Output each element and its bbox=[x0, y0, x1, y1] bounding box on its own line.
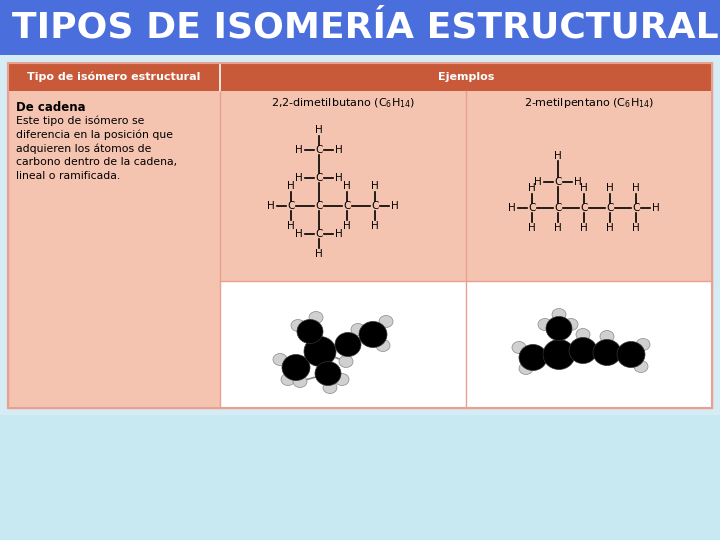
Bar bbox=[220, 281, 466, 408]
Ellipse shape bbox=[512, 341, 526, 354]
Text: Tipo de isómero estructural: Tipo de isómero estructural bbox=[27, 72, 201, 82]
Text: C: C bbox=[287, 201, 294, 211]
Text: 2,2-dimetilbutano ($\mathregular{C_6H_{14}}$): 2,2-dimetilbutano ($\mathregular{C_6H_{1… bbox=[271, 96, 415, 110]
Text: 2-metilpentano ($\mathregular{C_6H_{14}}$): 2-metilpentano ($\mathregular{C_6H_{14}}… bbox=[524, 96, 654, 110]
Text: C: C bbox=[606, 203, 613, 213]
Text: carbono dentro de la cadena,: carbono dentro de la cadena, bbox=[16, 157, 177, 167]
Text: H: H bbox=[343, 221, 351, 231]
Ellipse shape bbox=[335, 333, 361, 356]
Text: C: C bbox=[343, 201, 351, 211]
Ellipse shape bbox=[552, 308, 566, 321]
Ellipse shape bbox=[304, 336, 336, 367]
Text: H: H bbox=[335, 229, 343, 239]
Text: diferencia en la posición que: diferencia en la posición que bbox=[16, 129, 173, 139]
Text: C: C bbox=[554, 203, 562, 213]
Text: C: C bbox=[528, 203, 536, 213]
Ellipse shape bbox=[297, 320, 323, 343]
Text: H: H bbox=[287, 181, 295, 191]
Text: H: H bbox=[267, 201, 275, 211]
Ellipse shape bbox=[323, 381, 337, 394]
Ellipse shape bbox=[291, 320, 305, 332]
Text: C: C bbox=[315, 173, 323, 183]
Text: H: H bbox=[632, 223, 640, 233]
Text: C: C bbox=[632, 203, 639, 213]
Text: C: C bbox=[554, 177, 562, 187]
Ellipse shape bbox=[617, 341, 645, 368]
Text: H: H bbox=[580, 183, 588, 193]
Text: C: C bbox=[372, 201, 379, 211]
Ellipse shape bbox=[593, 340, 621, 366]
Ellipse shape bbox=[546, 316, 572, 341]
Text: H: H bbox=[574, 177, 582, 187]
Ellipse shape bbox=[576, 328, 590, 341]
Bar bbox=[8, 63, 712, 408]
Ellipse shape bbox=[519, 362, 533, 375]
Text: H: H bbox=[606, 223, 614, 233]
Text: H: H bbox=[335, 145, 343, 155]
Text: Ejemplos: Ejemplos bbox=[438, 72, 494, 82]
Text: De cadena: De cadena bbox=[16, 101, 86, 114]
Ellipse shape bbox=[519, 345, 547, 370]
Bar bbox=[0, 415, 720, 540]
Text: H: H bbox=[371, 221, 379, 231]
Ellipse shape bbox=[379, 315, 393, 327]
Ellipse shape bbox=[273, 354, 287, 366]
Text: H: H bbox=[335, 173, 343, 183]
Text: lineal o ramificada.: lineal o ramificada. bbox=[16, 171, 120, 181]
Text: H: H bbox=[632, 183, 640, 193]
Text: H: H bbox=[371, 181, 379, 191]
Text: H: H bbox=[528, 183, 536, 193]
Text: H: H bbox=[287, 221, 295, 231]
Bar bbox=[0, 0, 720, 55]
Ellipse shape bbox=[281, 374, 295, 386]
Ellipse shape bbox=[600, 330, 614, 342]
Bar bbox=[466, 281, 712, 408]
Text: H: H bbox=[554, 223, 562, 233]
Text: H: H bbox=[315, 125, 323, 135]
Text: H: H bbox=[534, 177, 542, 187]
Text: H: H bbox=[315, 249, 323, 259]
Text: H: H bbox=[508, 203, 516, 213]
Ellipse shape bbox=[339, 355, 353, 368]
Text: H: H bbox=[295, 229, 303, 239]
Text: Este tipo de isómero se: Este tipo de isómero se bbox=[16, 115, 145, 125]
Text: C: C bbox=[315, 201, 323, 211]
Ellipse shape bbox=[309, 312, 323, 323]
Text: C: C bbox=[315, 229, 323, 239]
Text: H: H bbox=[391, 201, 399, 211]
Ellipse shape bbox=[569, 338, 597, 363]
Text: H: H bbox=[528, 223, 536, 233]
Text: C: C bbox=[315, 145, 323, 155]
Ellipse shape bbox=[351, 323, 365, 335]
Bar bbox=[8, 63, 712, 408]
Text: H: H bbox=[652, 203, 660, 213]
Ellipse shape bbox=[359, 321, 387, 348]
Text: H: H bbox=[343, 181, 351, 191]
Ellipse shape bbox=[315, 361, 341, 386]
Text: adquieren los átomos de: adquieren los átomos de bbox=[16, 143, 151, 153]
Ellipse shape bbox=[282, 354, 310, 381]
Ellipse shape bbox=[634, 361, 648, 373]
Ellipse shape bbox=[543, 340, 575, 369]
Ellipse shape bbox=[564, 319, 578, 330]
Ellipse shape bbox=[293, 375, 307, 388]
Text: H: H bbox=[606, 183, 614, 193]
Ellipse shape bbox=[376, 340, 390, 352]
Text: H: H bbox=[580, 223, 588, 233]
Text: H: H bbox=[295, 173, 303, 183]
Ellipse shape bbox=[335, 374, 349, 386]
Text: H: H bbox=[554, 151, 562, 161]
Text: C: C bbox=[580, 203, 588, 213]
Ellipse shape bbox=[538, 319, 552, 330]
Text: H: H bbox=[295, 145, 303, 155]
Text: TIPOS DE ISOMERÍA ESTRUCTURAL: TIPOS DE ISOMERÍA ESTRUCTURAL bbox=[12, 10, 719, 44]
Bar bbox=[8, 63, 712, 91]
Ellipse shape bbox=[636, 339, 650, 350]
